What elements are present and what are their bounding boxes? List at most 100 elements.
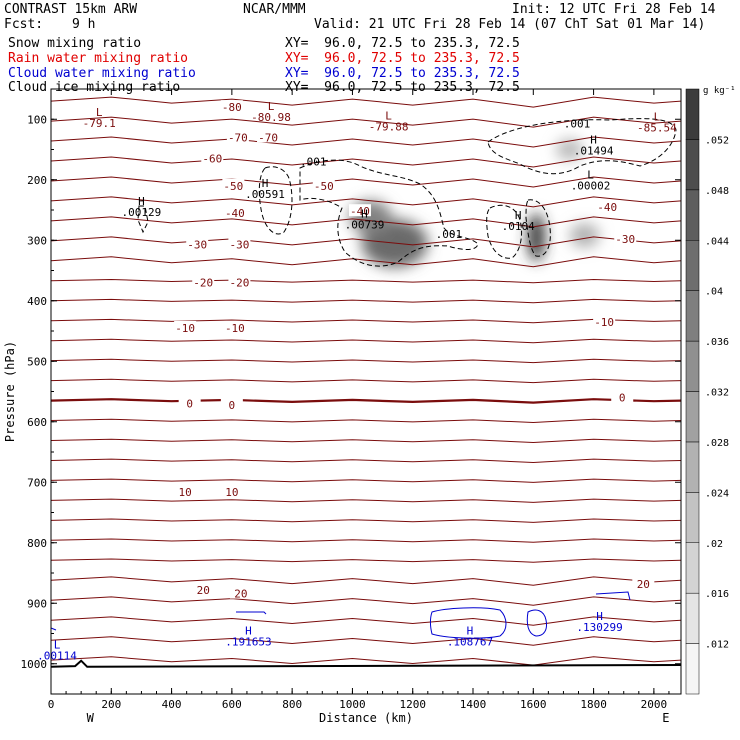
ice-contour-mid: [486, 204, 523, 259]
marker-value-13: .00114: [37, 650, 77, 663]
temperature-label-0: -80: [222, 101, 242, 114]
forecast-label: Fcst:: [4, 17, 44, 32]
y-tick-label-2: 300: [27, 234, 47, 247]
x-tick-label-1: 200: [101, 698, 121, 711]
temperature-contour-line: [51, 576, 681, 586]
ice-contour-upper-right: [487, 118, 677, 175]
ice-contour-left: [258, 166, 293, 235]
colorbar-unit: g kg⁻¹: [703, 86, 736, 96]
colorbar-tick-9: .048: [705, 186, 729, 197]
marker-value-0: -79.1: [83, 117, 116, 130]
temperature-label-10: -30: [229, 238, 249, 251]
marker-value-12: .130299: [576, 621, 622, 634]
temperature-contour-line: [51, 176, 681, 188]
marker-type-6: H: [361, 207, 368, 220]
temperature-contour-line: [51, 518, 681, 523]
y-tick-label-6: 700: [27, 476, 47, 489]
marker-type-10: H: [245, 625, 252, 638]
marker-type-4: H: [138, 195, 145, 208]
y-tick-label-3: 400: [27, 295, 47, 308]
temperature-contour-line: [51, 136, 681, 148]
field-xy-cloud-water: XY= 96.0, 72.5 to 235.3, 72.5: [285, 66, 520, 81]
colorbar-tick-8: .044: [705, 236, 729, 247]
ice-contour-main: [299, 159, 479, 267]
temperature-label-11: -30: [615, 233, 635, 246]
ice-contour-label-0: .001: [300, 156, 327, 169]
x-tick-label-9: 1800: [580, 698, 607, 711]
colorbar-segment-8: [685, 240, 700, 291]
colorbar-segment-2: [685, 542, 700, 594]
x-tick-label-5: 1000: [339, 698, 366, 711]
east-label: E: [662, 711, 669, 725]
marker-value-5: .00591: [245, 188, 285, 201]
ice-contour-label-2: .001: [564, 117, 591, 130]
x-tick-label-4: 800: [282, 698, 302, 711]
temperature-label-1: -70: [228, 131, 248, 144]
temperature-contour-line: [51, 418, 681, 424]
field-name-rain: Rain water mixing ratio: [8, 51, 189, 66]
temperature-contour-line: [51, 538, 681, 543]
marker-type-11: H: [467, 625, 474, 638]
y-tick-label-4: 500: [27, 355, 47, 368]
temperature-contour-line: [51, 196, 681, 208]
temperature-label-14: -10: [175, 322, 195, 335]
marker-type-3: L: [654, 110, 661, 123]
temperature-label-9: -30: [187, 238, 207, 251]
cloud-water-contour-2: [430, 607, 507, 639]
marker-value-4: .00129: [122, 206, 162, 219]
marker-type-12: H: [596, 610, 603, 623]
colorbar-tick-7: .04: [705, 287, 723, 298]
temperature-label-5: -50: [314, 180, 334, 193]
field-name-cloud-water: Cloud water mixing ratio: [8, 66, 196, 81]
x-tick-label-0: 0: [48, 698, 55, 711]
temperature-contour-line: [51, 478, 681, 483]
marker-type-9: L: [587, 169, 594, 182]
temperature-contour-line: [51, 656, 681, 666]
y-tick-label-0: 100: [27, 113, 47, 126]
marker-type-1: L: [268, 100, 275, 113]
temperature-contour-line: [51, 338, 681, 344]
marker-value-3: -85.54: [637, 121, 677, 134]
temperature-label-3: -60: [202, 153, 222, 166]
temperature-contour-line: [51, 236, 681, 248]
marker-value-11: .108767: [447, 636, 493, 649]
marker-value-9: .00002: [571, 180, 611, 193]
surface-line: [51, 659, 681, 668]
temperature-contour-line: [51, 596, 681, 606]
temperature-label-19: 0: [619, 392, 626, 405]
x-tick-label-10: 2000: [641, 698, 668, 711]
marker-type-7: H: [515, 209, 522, 222]
y-tick-label-8: 900: [27, 597, 47, 610]
organization-label: NCAR/MMM: [243, 2, 306, 17]
marker-type-2: L: [385, 109, 392, 122]
field-xy-cloud-ice: XY= 96.0, 72.5 to 235.3, 72.5: [285, 80, 520, 95]
cloud-water-contour-5: [50, 627, 57, 631]
colorbar-segment-5: [685, 391, 700, 443]
x-tick-label-8: 1600: [520, 698, 547, 711]
ice-contour-label-1: .001: [436, 228, 463, 241]
x-tick-label-7: 1400: [460, 698, 487, 711]
y-tick-label-9: 1000: [21, 658, 48, 671]
temperature-label-16: -10: [594, 316, 614, 329]
valid-time: Valid: 21 UTC Fri 28 Feb 14 (07 ChT Sat …: [314, 17, 706, 32]
field-xy-snow: XY= 96.0, 72.5 to 235.3, 72.5: [285, 36, 520, 51]
cloud-water-contour-3: [526, 609, 547, 637]
temperature-contour-line: [51, 318, 681, 324]
temperature-contour-line: [51, 378, 681, 384]
colorbar-segment-10: [685, 139, 700, 191]
temperature-contour-line: [51, 278, 681, 284]
marker-type-13: L: [54, 639, 61, 652]
temperature-label-12: -20: [193, 277, 213, 290]
y-tick-label-1: 200: [27, 174, 47, 187]
temperature-label-13: -20: [229, 277, 249, 290]
temperature-contour-line: [51, 458, 681, 464]
temperature-contour-line: [51, 96, 681, 108]
temperature-label-15: -10: [225, 322, 245, 335]
temperature-label-20: 10: [179, 486, 192, 499]
init-time: Init: 12 UTC Fri 28 Feb 14: [512, 2, 716, 17]
x-tick-label-3: 600: [222, 698, 242, 711]
forecast-hour: 9 h: [72, 17, 96, 32]
temperature-contour-line: [51, 636, 681, 646]
temperature-label-17: 0: [186, 398, 193, 411]
